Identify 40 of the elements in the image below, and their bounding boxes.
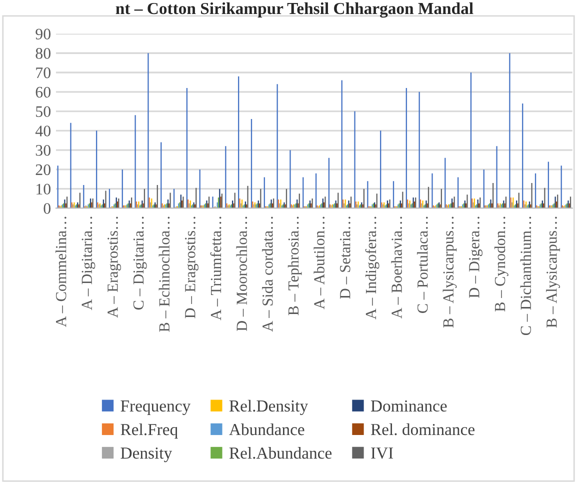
y-tick-label: 50	[36, 106, 50, 117]
chart-title: nt – Cotton Sirikampur Tehsil Chhargaon Mandal	[116, 2, 474, 18]
x-tick-label: B – Tephrosia…	[288, 216, 302, 316]
x-tick-label: C – Dichanthium…	[520, 216, 532, 336]
x-tick-label: B – Alysicarpus…	[546, 216, 560, 328]
y-tick-label: 90	[36, 28, 50, 40]
x-tick-label: A – Indigofera…	[365, 216, 380, 320]
legend-label: Rel.Abundance	[229, 447, 332, 459]
y-tick-label: 70	[36, 67, 50, 78]
legend-label: Rel.Density	[229, 400, 308, 416]
x-tick-label: A – Sida cordata…	[262, 216, 273, 332]
legend-label: Dominance	[370, 400, 447, 412]
y-tick-label: 40	[35, 126, 50, 136]
y-tick-label: 30	[36, 144, 50, 156]
legend-label: Abundance	[229, 423, 304, 436]
x-tick-label: D – Eragrostis…	[185, 216, 198, 318]
x-tick-label: C – Portulaca…	[416, 216, 428, 313]
x-tick-label: A – Commelina…	[55, 216, 66, 328]
x-tick-label: B – Cynodon…	[494, 216, 508, 312]
y-tick-label: 10	[36, 184, 50, 195]
x-tick-label: A – Digitaria…	[82, 216, 96, 310]
x-tick-label: D – Setaria…	[340, 216, 350, 299]
y-tick-label: 20	[36, 164, 50, 176]
x-tick-label: D – Moorochloa…	[236, 216, 248, 331]
x-tick-label: A – Boerhavia…	[391, 216, 402, 319]
legend-label: Rel. dominance	[370, 423, 474, 436]
x-tick-label: C – Digitaria…	[133, 216, 147, 310]
y-tick-label: 80	[36, 48, 50, 59]
x-tick-label: B – Echinochloa…	[158, 216, 170, 332]
x-tick-label: B – Alysicarpus…	[442, 216, 457, 328]
x-tick-label: A – Abutilon…	[314, 216, 325, 310]
x-tick-label: D – Digera…	[469, 216, 482, 298]
x-tick-label: A – Eragrostis…	[108, 216, 121, 318]
x-tick-label: A – Triumfetta…	[210, 216, 222, 320]
y-tick-label: 0	[44, 203, 50, 214]
legend-label: Rel.Freq	[120, 423, 178, 439]
legend-label: IVI	[371, 448, 394, 459]
legend-label: Frequency	[120, 400, 191, 416]
legend-label: Density	[120, 448, 172, 462]
y-tick-label: 60	[36, 86, 50, 98]
